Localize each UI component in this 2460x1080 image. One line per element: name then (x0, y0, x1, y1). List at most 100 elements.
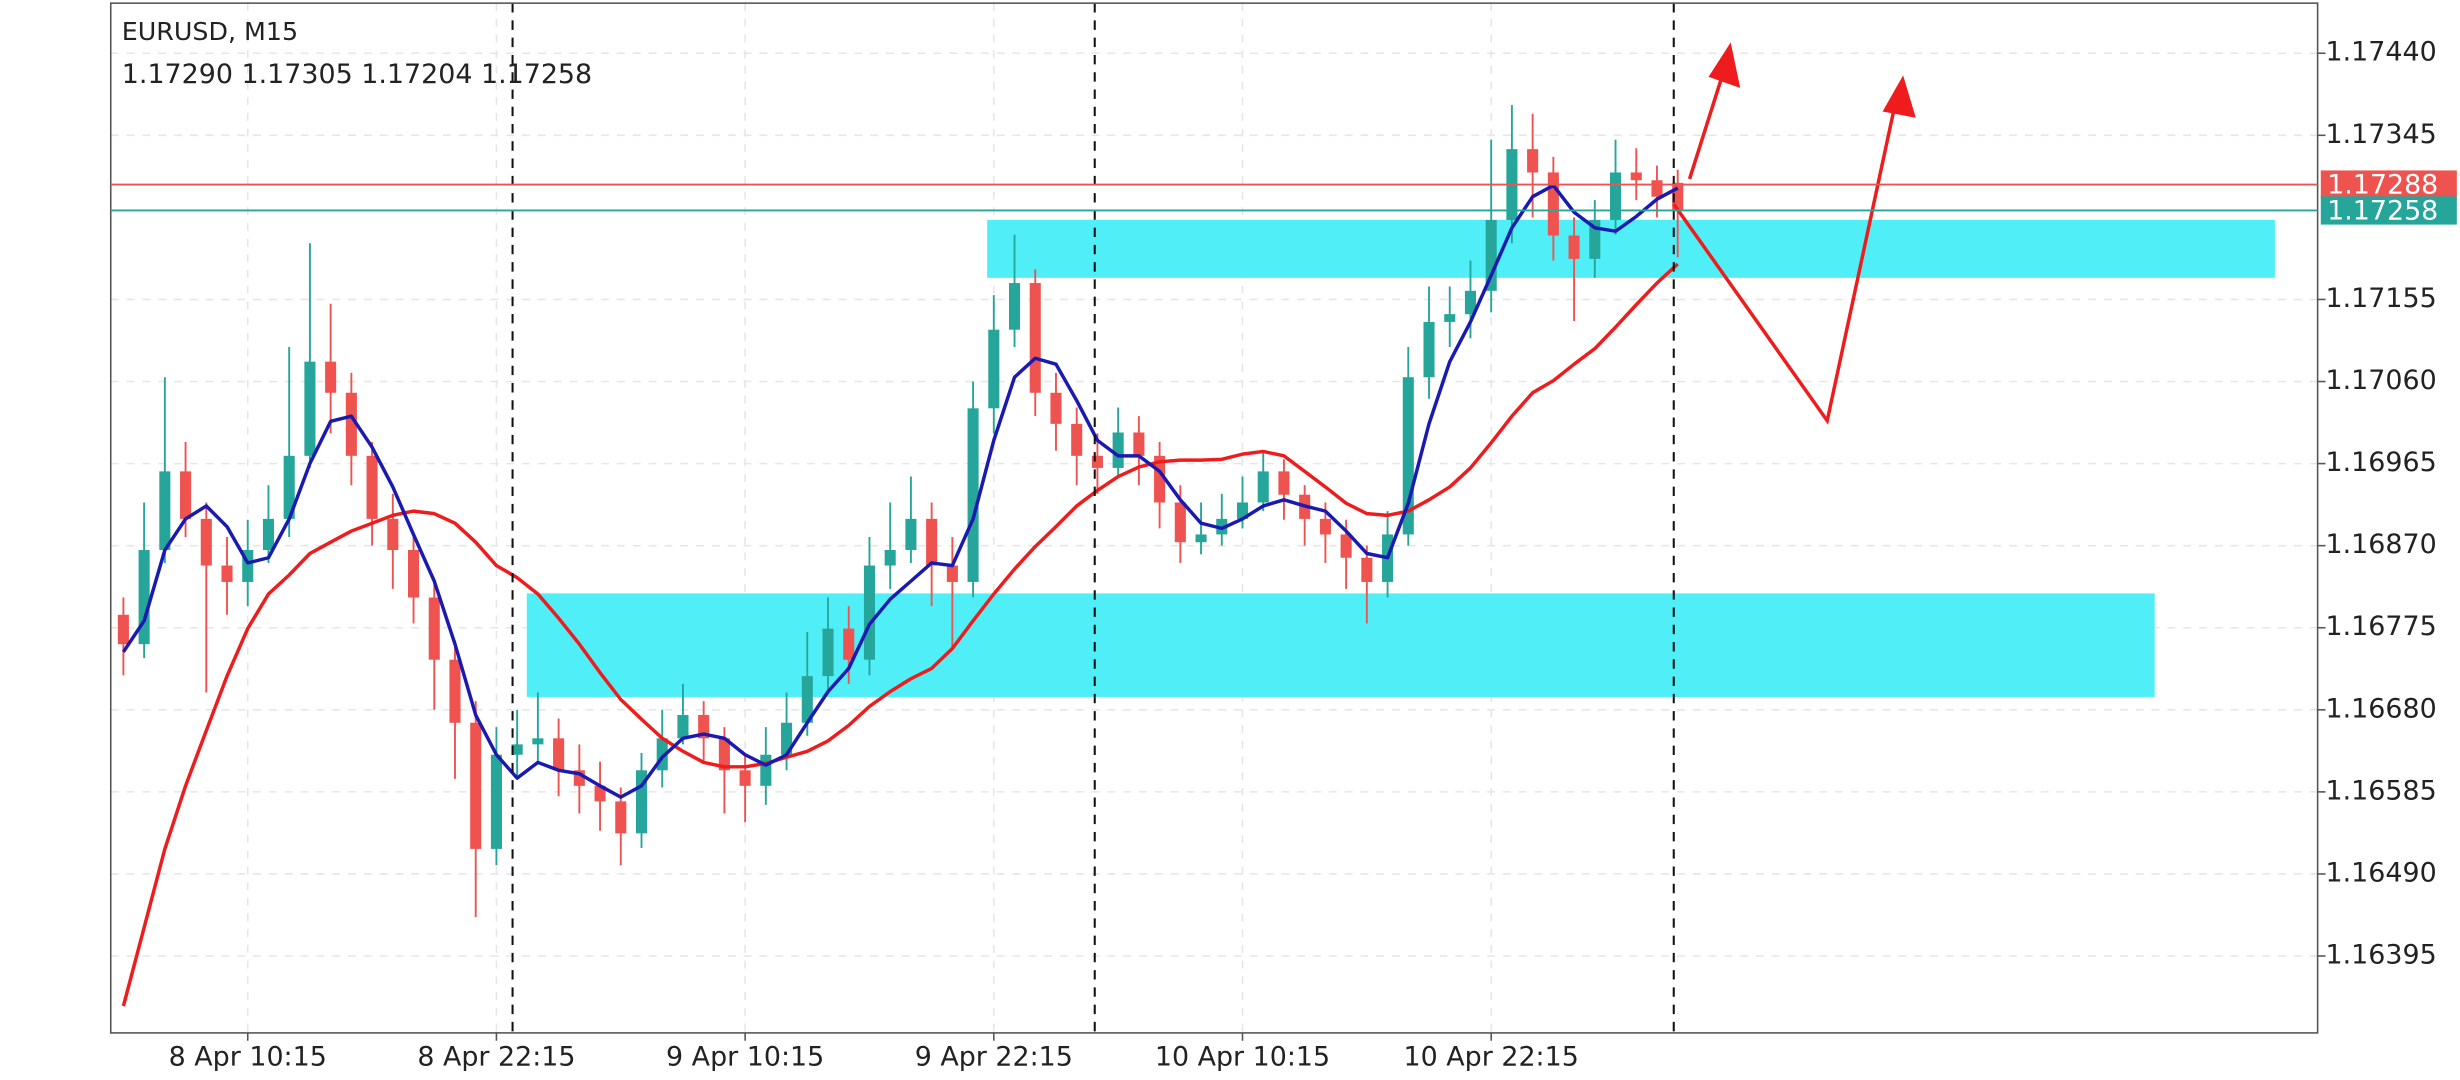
candle-body (988, 329, 1000, 409)
x-tick-label: 10 Apr 10:15 (1155, 1042, 1330, 1073)
candle-body (863, 565, 876, 660)
x-tick-label: 8 Apr 10:15 (169, 1042, 327, 1073)
plot-frame (109, 2, 2319, 1034)
y-tick-label: 1.16490 (2326, 858, 2437, 889)
candle-body (573, 770, 585, 786)
candle-body (159, 471, 171, 550)
candle-body (1257, 471, 1269, 503)
candle-body (366, 455, 378, 519)
candle-body (1589, 219, 1601, 259)
candle-body (262, 518, 275, 550)
candle-body (1195, 534, 1207, 543)
candle-body (1485, 219, 1497, 291)
candle-body (1071, 423, 1083, 456)
candle-body (138, 549, 150, 645)
candle-body (594, 785, 606, 802)
x-tick-label: 10 Apr 22:15 (1404, 1042, 1579, 1073)
candle-body (1091, 455, 1103, 468)
candle-body (1278, 471, 1290, 495)
arrow (1672, 103, 1897, 425)
candle-body (760, 754, 772, 786)
candle-body (1423, 321, 1435, 378)
candle-body (428, 597, 440, 660)
y-tick-label: 1.16680 (2326, 693, 2437, 724)
y-tick-label: 1.17155 (2326, 283, 2437, 314)
y-tick-label: 1.16395 (2326, 940, 2437, 971)
candle-body (470, 722, 482, 849)
ohlc-readout: 1.17290 1.17305 1.17204 1.17258 (122, 59, 592, 90)
candle-body (822, 628, 834, 677)
candle-body (1547, 172, 1559, 236)
x-tick-label: 9 Apr 22:15 (915, 1042, 1073, 1073)
candle-body (905, 518, 917, 550)
candle-body (553, 738, 565, 771)
candle-body (490, 754, 502, 849)
line-series (121, 262, 1679, 1007)
zone (987, 219, 2275, 278)
candle-body (739, 770, 751, 786)
candle-body (1630, 172, 1642, 181)
candle-body (1133, 432, 1145, 456)
line-series (121, 183, 1679, 799)
price-label-box (2320, 170, 2457, 199)
candle-body (200, 518, 212, 566)
candle-body (1112, 432, 1124, 468)
candle-body (1651, 180, 1663, 197)
candle-body (242, 549, 254, 582)
zone (526, 593, 2155, 697)
candle-body (449, 659, 461, 723)
arrow-head (1708, 42, 1741, 88)
candle-body (843, 628, 855, 660)
candle-body (1568, 235, 1580, 259)
candle-body (781, 722, 793, 755)
arrow-head (1882, 75, 1916, 118)
candle-body (1050, 392, 1062, 424)
candle-body (946, 565, 958, 582)
candle-body (180, 471, 192, 519)
candle-body (1444, 314, 1456, 322)
candle-body (635, 770, 648, 834)
candle-body (1029, 283, 1041, 393)
candle-body (801, 676, 813, 723)
candle-body (718, 738, 730, 771)
candle-body (1174, 502, 1186, 543)
candle-body (1154, 455, 1166, 503)
candle-body (117, 614, 129, 645)
candle-body (345, 392, 357, 456)
x-tick-label: 8 Apr 22:15 (417, 1042, 575, 1073)
candle-body (1402, 377, 1414, 535)
candle-body (967, 408, 979, 582)
candle-body (221, 565, 233, 582)
candle-body (1527, 149, 1539, 173)
candle-body (1319, 518, 1331, 535)
candle-body (387, 518, 399, 550)
candle-body (698, 714, 710, 739)
arrow (1687, 68, 1727, 180)
x-tick-label: 9 Apr 10:15 (666, 1042, 824, 1073)
y-tick-label: 1.16585 (2326, 775, 2437, 806)
y-tick-label: 1.16965 (2326, 447, 2437, 478)
price-label: 1.17258 (2327, 196, 2438, 227)
candle-body (532, 738, 544, 745)
candle-body (1340, 534, 1352, 558)
candle-body (1236, 502, 1249, 519)
arrows (1672, 68, 1897, 425)
candle-body (1361, 557, 1373, 582)
candle-body (884, 549, 896, 566)
y-tick-label: 1.16870 (2326, 529, 2437, 560)
price-label-box (2320, 196, 2457, 225)
candle-body (407, 549, 420, 598)
plot (117, 105, 1684, 1007)
price-label: 1.17288 (2327, 170, 2438, 201)
y-tick-label: 1.17440 (2326, 37, 2437, 68)
candle-body (677, 714, 689, 739)
y-tick-label: 1.17060 (2326, 365, 2437, 396)
candle-body (1609, 172, 1622, 220)
candle-body (656, 738, 668, 771)
candle-body (325, 361, 337, 393)
y-tick-label: 1.16775 (2326, 611, 2437, 642)
candle-body (511, 744, 523, 755)
